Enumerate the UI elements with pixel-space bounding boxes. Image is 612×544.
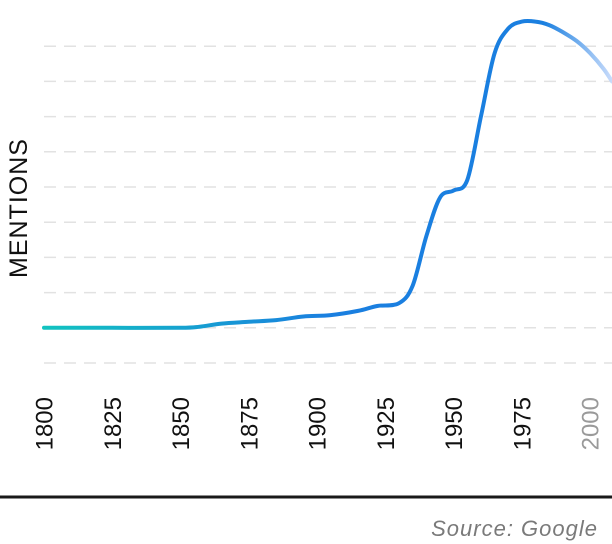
x-tick-label: 1800	[32, 397, 59, 450]
x-tick-label: 2000	[578, 397, 605, 450]
x-tick-label: 1875	[236, 397, 263, 450]
x-axis-ticks: 1800 1825 1850 1875 1900 1925 1950 1975 2000	[32, 397, 605, 450]
gridlines	[44, 45, 612, 364]
series-line	[42, 18, 612, 330]
x-tick-label: 1850	[168, 397, 195, 450]
x-tick-label: 1900	[305, 397, 332, 450]
source-caption: Source: Google	[431, 516, 598, 541]
x-tick-label: 1925	[373, 397, 400, 450]
x-tick-label: 1950	[441, 397, 468, 450]
x-tick-label: 1825	[100, 397, 127, 450]
y-axis-label: MENTIONS	[5, 138, 33, 278]
x-tick-label: 1975	[509, 397, 536, 450]
